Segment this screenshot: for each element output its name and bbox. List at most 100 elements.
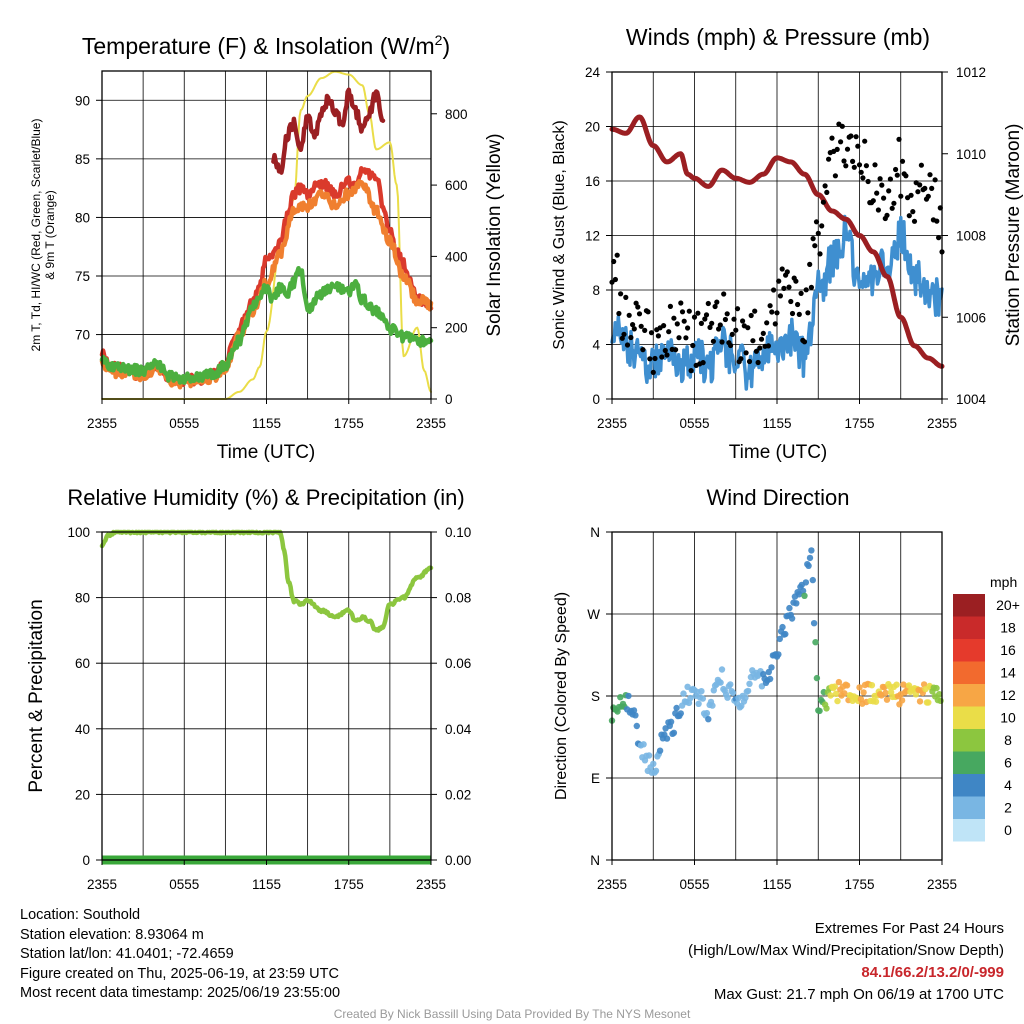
direction-point <box>799 587 807 595</box>
gust-point <box>917 182 923 188</box>
gust-point <box>805 310 811 316</box>
x-tick-label: 1155 <box>252 416 281 431</box>
humidity-panel: Relative Humidity (%) & Precipitation (i… <box>26 485 472 892</box>
gust-point <box>710 338 717 344</box>
gust-point <box>853 134 859 140</box>
gust-point <box>906 213 912 219</box>
gust-point <box>801 339 808 345</box>
gust-point <box>679 309 686 315</box>
direction-point <box>788 615 796 622</box>
direction-title: Wind Direction <box>706 485 849 510</box>
gust-point <box>731 316 737 322</box>
humidity-ylabel: Percent & Precipitation <box>26 599 47 792</box>
recent-timestamp: Most recent data timestamp: 2025/06/19 2… <box>20 985 341 1001</box>
x-tick-label: 0555 <box>679 416 709 431</box>
gust-point <box>642 327 648 333</box>
gust-point <box>872 162 878 168</box>
direction-point <box>786 604 793 612</box>
gust-point <box>776 278 782 284</box>
gust-point <box>870 198 876 204</box>
gust-point <box>764 320 770 326</box>
gust-point <box>915 189 921 195</box>
y-tick-label: 100 <box>67 525 90 540</box>
gust-point <box>789 310 796 317</box>
y-tick-label-right: 800 <box>445 107 468 122</box>
direction-point <box>698 688 705 695</box>
meteogram-figure: Temperature (F) & Insolation (W/m2) 2355… <box>26 24 1024 892</box>
x-tick-label: 2355 <box>416 877 446 892</box>
direction-point <box>793 600 800 607</box>
gust-point <box>729 331 735 337</box>
gust-point <box>758 336 765 342</box>
direction-point <box>937 697 944 704</box>
x-tick-label: 0555 <box>169 877 199 892</box>
colorbar-label: 2 <box>1004 800 1012 816</box>
direction-point <box>640 741 647 748</box>
gust-point <box>795 301 801 308</box>
direction-point <box>776 635 783 643</box>
y-tick-label: 90 <box>75 93 90 108</box>
direction-point <box>860 689 867 696</box>
y-tick-label: 75 <box>75 269 90 284</box>
colorbar-label: 6 <box>1004 755 1012 771</box>
gust-point <box>793 278 799 284</box>
y-tick-label-right: 0.06 <box>445 656 471 671</box>
x-tick-label: 2355 <box>927 416 957 431</box>
direction-point <box>806 554 814 562</box>
gust-point <box>834 146 840 152</box>
gust-point <box>618 291 624 297</box>
gust-point <box>899 158 906 164</box>
gust-point <box>877 176 883 182</box>
gust-point <box>855 143 861 149</box>
gust-point <box>922 185 928 191</box>
y-tick-label-right: 0.08 <box>445 591 471 606</box>
direction-point <box>782 630 789 638</box>
wind-ticks: 2355 0555 1155 1755 2355 0 4 8 12 16 20 24 1004 1006 1… <box>585 65 987 431</box>
gust-point <box>863 163 870 169</box>
gust-point <box>734 306 741 312</box>
direction-point <box>705 716 712 723</box>
gust-point <box>652 355 658 362</box>
gust-point <box>757 345 763 351</box>
gust-point <box>911 218 918 224</box>
gust-point <box>925 193 931 199</box>
direction-point <box>663 735 671 742</box>
direction-point <box>632 712 639 719</box>
gust-point <box>898 193 904 199</box>
gust-point <box>650 369 656 375</box>
direction-point <box>834 697 841 705</box>
humidity-ticks: 2355 0555 1155 1755 2355 0 20 40 60 80 100 0.00 0.02… <box>67 525 471 892</box>
gust-point <box>743 350 749 356</box>
gust-point <box>681 318 687 324</box>
gust-point <box>674 321 680 327</box>
gust-point <box>688 368 694 374</box>
direction-point <box>856 684 863 691</box>
gust-point <box>848 133 854 139</box>
direction-point <box>893 681 900 688</box>
y-tick-label: 80 <box>75 210 90 225</box>
temperature-ticks: 2355 0555 1155 1755 2355 70 75 80 85 90 0 200 400 600… <box>75 93 468 431</box>
direction-point <box>677 710 684 717</box>
direction-point <box>724 694 731 701</box>
gust-point <box>621 331 627 337</box>
gust-point <box>803 287 809 293</box>
gust-point <box>774 310 780 316</box>
gust-point <box>858 169 864 175</box>
gust-point <box>908 192 914 198</box>
gust-point <box>838 139 844 145</box>
gust-point <box>624 342 631 348</box>
colorbar-swatch <box>953 661 985 684</box>
gust-point <box>865 178 871 185</box>
station-location: Location: Southold <box>20 907 141 923</box>
temperature-series <box>99 70 434 400</box>
gust-point <box>655 333 662 339</box>
gust-point <box>745 325 751 331</box>
direction-point <box>835 678 843 686</box>
colorbar-swatch <box>953 639 985 662</box>
direction-point <box>775 651 782 658</box>
wind-xlabel: Time (UTC) <box>729 442 828 463</box>
gust-point <box>884 212 890 218</box>
temperature-xlabel: Time (UTC) <box>217 442 316 463</box>
direction-point <box>617 694 624 701</box>
gust-point <box>808 284 815 290</box>
